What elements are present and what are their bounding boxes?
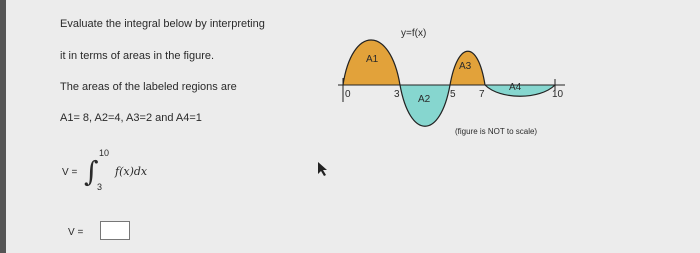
cursor xyxy=(318,162,327,176)
region-a2 xyxy=(400,85,450,127)
problem-line: Evaluate the integral below by interpret… xyxy=(60,18,265,30)
integral-sign: ∫ xyxy=(84,155,99,188)
x-label: 10 xyxy=(552,89,564,100)
region-a1 xyxy=(343,40,400,85)
region-label: A2 xyxy=(418,94,431,105)
region-label: A1 xyxy=(366,54,379,65)
region-a4 xyxy=(485,85,555,97)
problem-line: A1= 8, A2=4, A3=2 and A4=1 xyxy=(60,112,202,124)
figure: y=f(x) A1 A2 A3 A4 0 3 5 7 10 (figure is… xyxy=(338,28,565,136)
region-a3 xyxy=(450,51,485,85)
problem-line: The areas of the labeled regions are xyxy=(60,81,237,93)
problem-line: it in terms of areas in the figure. xyxy=(60,50,214,62)
integral-lhs: V = xyxy=(62,167,77,178)
x-label: 5 xyxy=(450,89,456,100)
answer-input[interactable] xyxy=(100,221,130,240)
x-label: 3 xyxy=(394,89,400,100)
curve xyxy=(342,39,556,127)
curve-label: y=f(x) xyxy=(401,28,426,39)
integral-upper: 10 xyxy=(99,148,109,158)
region-label: A4 xyxy=(509,82,522,93)
x-label: 0 xyxy=(345,89,351,100)
edge xyxy=(0,0,6,253)
figure-note: (figure is NOT to scale) xyxy=(455,127,537,136)
integrand: f(x)dx xyxy=(114,165,148,178)
answer-label: V = xyxy=(68,227,83,238)
region-label: A3 xyxy=(459,61,472,72)
integral-lower: 3 xyxy=(97,182,102,192)
x-label: 7 xyxy=(479,89,485,100)
